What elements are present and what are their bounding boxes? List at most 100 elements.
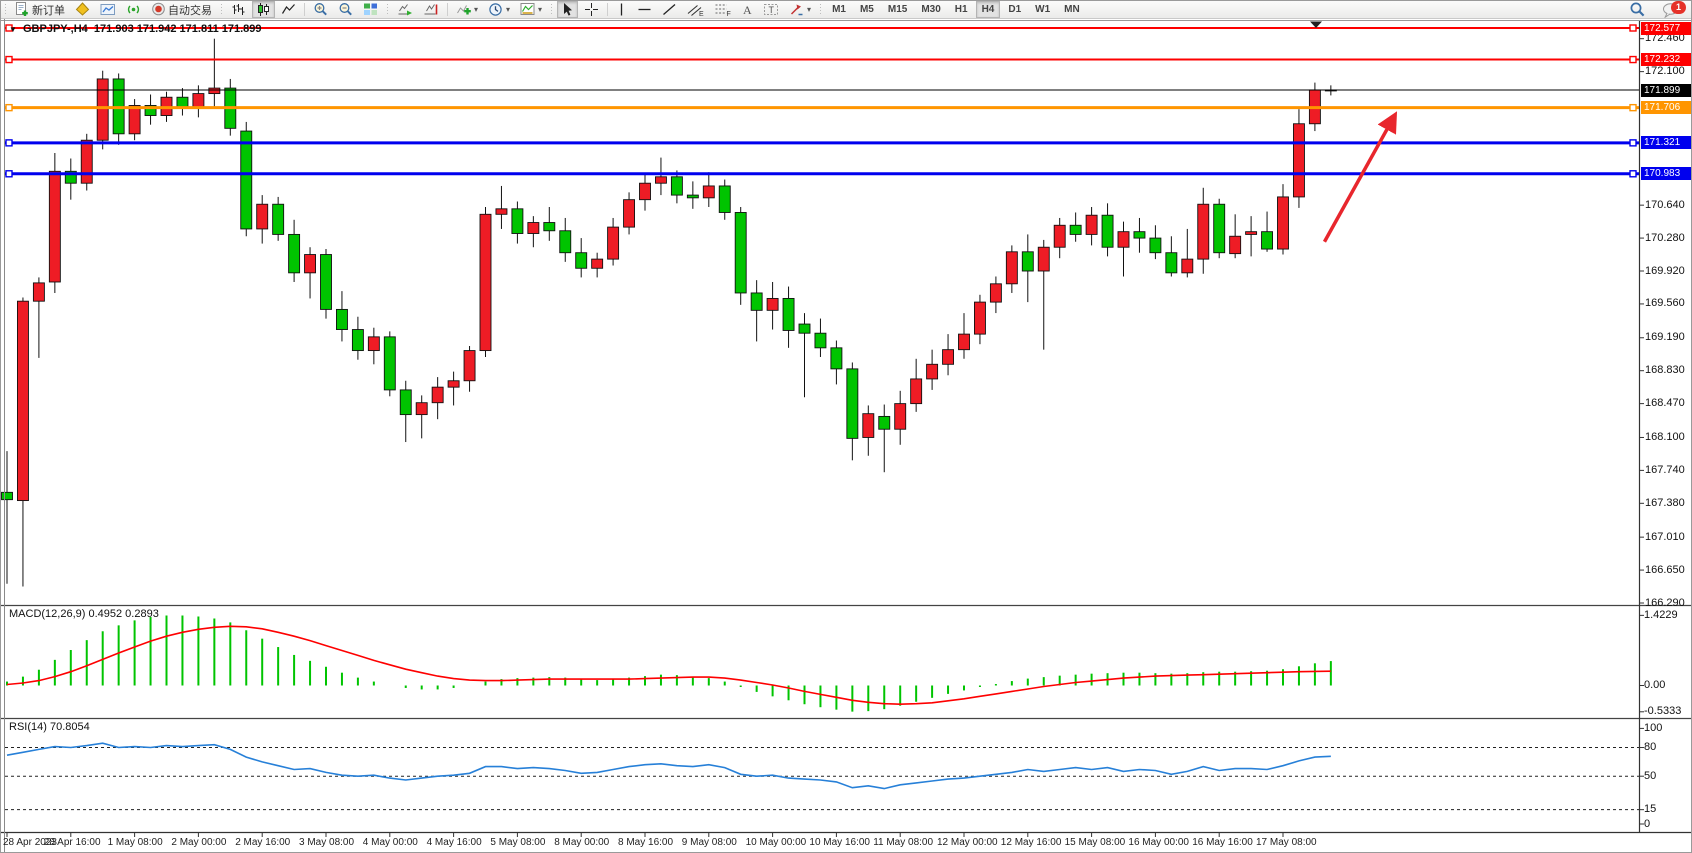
timeframe-h1-button[interactable]: H1: [954, 4, 968, 15]
profiles-button[interactable]: [71, 1, 94, 18]
tile-windows-button[interactable]: [359, 1, 382, 18]
bar-chart-icon: [231, 2, 246, 17]
timeframe-m15-button[interactable]: M15: [887, 4, 908, 15]
time-label: 2 May 00:00: [171, 837, 227, 848]
new-order-button[interactable]: 新订单: [11, 1, 69, 18]
price-badge: 171.321: [1641, 136, 1691, 150]
zoom-out-button[interactable]: [334, 1, 357, 18]
hline-handle[interactable]: [1629, 24, 1637, 32]
timeframe-m1-button[interactable]: M1: [832, 4, 846, 15]
hline-handle[interactable]: [1629, 170, 1637, 178]
chart-menu-caret-icon[interactable]: ▼: [9, 25, 17, 34]
toolbar-grip[interactable]: [385, 3, 390, 16]
time-label: 16 May 16:00: [1192, 837, 1253, 848]
candle-body: [511, 208, 524, 234]
candle-body: [304, 254, 316, 274]
search-button[interactable]: [1625, 1, 1650, 18]
timeframe-mn-button[interactable]: MN: [1064, 4, 1080, 15]
toolbar-grip[interactable]: [219, 3, 224, 16]
price-tick: 169.190: [1645, 331, 1685, 344]
trendline-button[interactable]: [658, 1, 681, 18]
toolbar-grip[interactable]: [549, 3, 555, 16]
time-label: 9 May 08:00: [681, 837, 737, 848]
autotrade-button[interactable]: 自动交易: [147, 1, 216, 18]
candle-body: [1213, 203, 1226, 254]
timeframe-m30-button[interactable]: M30: [921, 4, 941, 15]
bar-chart-button[interactable]: [227, 1, 250, 18]
equidistant-channel-button[interactable]: E: [683, 1, 708, 18]
candle-body: [830, 347, 843, 370]
chart-shift-button[interactable]: [419, 1, 443, 18]
timeframe-h4-button[interactable]: H4: [975, 1, 1001, 18]
cursor-icon: [561, 2, 574, 17]
candle-body: [128, 105, 141, 135]
svg-text:A: A: [743, 3, 752, 17]
candle-body: [64, 170, 77, 184]
line-chart-button[interactable]: [277, 1, 300, 18]
candlestick-chart-button[interactable]: [252, 1, 275, 18]
hline-handle[interactable]: [5, 55, 13, 64]
templates-button[interactable]: ▾: [516, 1, 546, 18]
zoom-in-icon: [313, 2, 328, 17]
macd-scale-value: 1.4229: [1644, 608, 1678, 621]
vertical-line-button[interactable]: [612, 1, 631, 18]
rsi-scale-value: 50: [1644, 769, 1657, 782]
crosshair-button[interactable]: [580, 1, 603, 18]
profiles-icon: [75, 2, 90, 17]
price-tick: 168.830: [1645, 364, 1685, 377]
candle-body: [463, 350, 476, 382]
candle-body: [766, 297, 779, 311]
chevron-down-icon: ▾: [474, 5, 479, 14]
cursor-button[interactable]: [557, 1, 579, 18]
candle-body: [1149, 237, 1162, 254]
hline-handle[interactable]: [5, 24, 13, 32]
auto-scroll-button[interactable]: [393, 1, 417, 18]
candle-body: [543, 222, 556, 232]
candlestick-icon: [256, 2, 271, 17]
autotrade-icon: [151, 2, 166, 17]
arrows-icon: [789, 2, 804, 17]
candle-body: [718, 185, 731, 213]
timeframe-m5-button[interactable]: M5: [859, 4, 874, 15]
indicators-button[interactable]: ▾: [452, 1, 482, 18]
candle-body: [1005, 251, 1018, 285]
toolbar-grip[interactable]: [3, 3, 8, 16]
candle-body: [798, 323, 811, 334]
label-tool-button[interactable]: T: [759, 1, 783, 18]
price-tick: 169.920: [1645, 264, 1685, 277]
candle-body: [670, 176, 683, 196]
timeframe-w1-button[interactable]: W1: [1035, 4, 1051, 15]
candle-body: [192, 93, 205, 109]
zoom-out-icon: [338, 2, 353, 17]
candle-body: [591, 258, 604, 269]
time-label: 10 May 00:00: [745, 837, 807, 848]
charts-button[interactable]: [96, 1, 120, 18]
time-label: 17 May 08:00: [1256, 837, 1317, 848]
arrows-tool-button[interactable]: ▾: [785, 1, 815, 18]
hline-handle[interactable]: [5, 103, 13, 112]
candle-body: [399, 389, 412, 416]
timeframe-d1-button[interactable]: D1: [1008, 4, 1022, 15]
hline-handle[interactable]: [5, 139, 13, 147]
hline-handle[interactable]: [1629, 55, 1637, 64]
fibonacci-button[interactable]: F: [710, 1, 735, 18]
trend-arrow[interactable]: [1322, 111, 1398, 243]
price-tick: 166.290: [1645, 596, 1685, 609]
text-tool-button[interactable]: A: [737, 1, 757, 18]
price-tick: 170.640: [1645, 198, 1685, 211]
signals-button[interactable]: [122, 1, 145, 18]
periods-button[interactable]: ▾: [484, 1, 514, 18]
horizontal-line-button[interactable]: [633, 1, 656, 18]
notifications-button[interactable]: 1: [1658, 1, 1688, 19]
hline-handle[interactable]: [1629, 103, 1637, 112]
candle-body: [575, 252, 588, 269]
time-label: 12 May 16:00: [1000, 837, 1062, 848]
zoom-in-button[interactable]: [309, 1, 332, 18]
hline-handle[interactable]: [1629, 139, 1637, 147]
svg-text:F: F: [727, 11, 731, 17]
toolbar-grip[interactable]: [818, 3, 824, 16]
hline-handle[interactable]: [5, 170, 13, 178]
candle-body: [80, 139, 93, 184]
